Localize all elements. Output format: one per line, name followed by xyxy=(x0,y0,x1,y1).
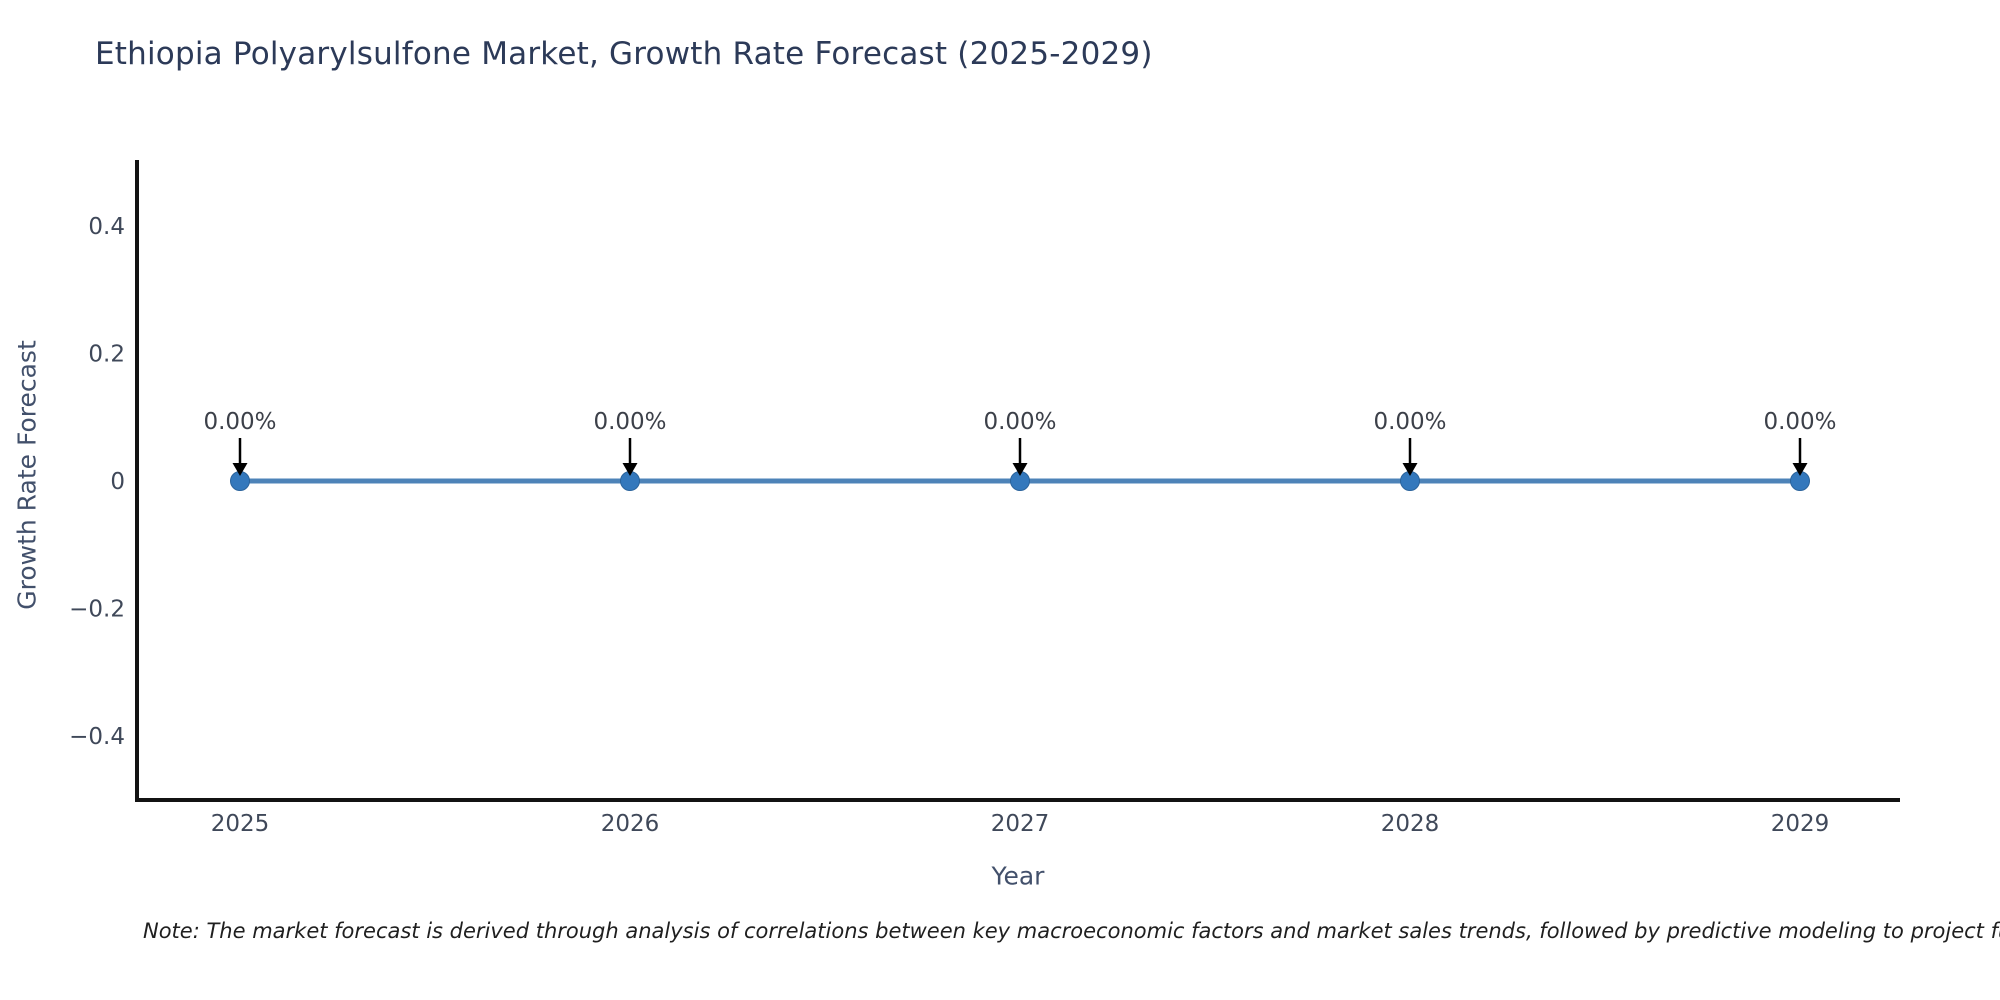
x-tick-label: 2026 xyxy=(601,811,660,837)
annotation-arrow-head xyxy=(1012,463,1028,476)
x-tick-label: 2029 xyxy=(1771,811,1830,837)
y-tick-label: 0.4 xyxy=(88,214,125,240)
x-tick-label: 2027 xyxy=(991,811,1050,837)
chart-footnote: Note: The market forecast is derived thr… xyxy=(143,919,2000,943)
y-tick-label: 0 xyxy=(110,469,125,495)
x-axis-title: Year xyxy=(991,861,1045,891)
data-point-label: 0.00% xyxy=(983,409,1056,435)
annotation-arrow-head xyxy=(622,463,638,476)
data-point-label: 0.00% xyxy=(1763,409,1836,435)
y-tick-label: 0.2 xyxy=(88,342,125,368)
y-axis-title: Growth Rate Forecast xyxy=(12,340,42,610)
data-point-label: 0.00% xyxy=(593,409,666,435)
data-point-label: 0.00% xyxy=(1373,409,1446,435)
x-tick-label: 2028 xyxy=(1381,811,1440,837)
annotation-arrow-head xyxy=(232,463,248,476)
chart-title: Ethiopia Polyarylsulfone Market, Growth … xyxy=(95,36,1153,72)
annotation-arrow-head xyxy=(1402,463,1418,476)
y-tick-label: −0.2 xyxy=(69,597,125,623)
y-tick-label: −0.4 xyxy=(69,724,125,750)
annotation-arrow-head xyxy=(1792,463,1808,476)
x-tick-label: 2025 xyxy=(211,811,270,837)
data-point-label: 0.00% xyxy=(203,409,276,435)
